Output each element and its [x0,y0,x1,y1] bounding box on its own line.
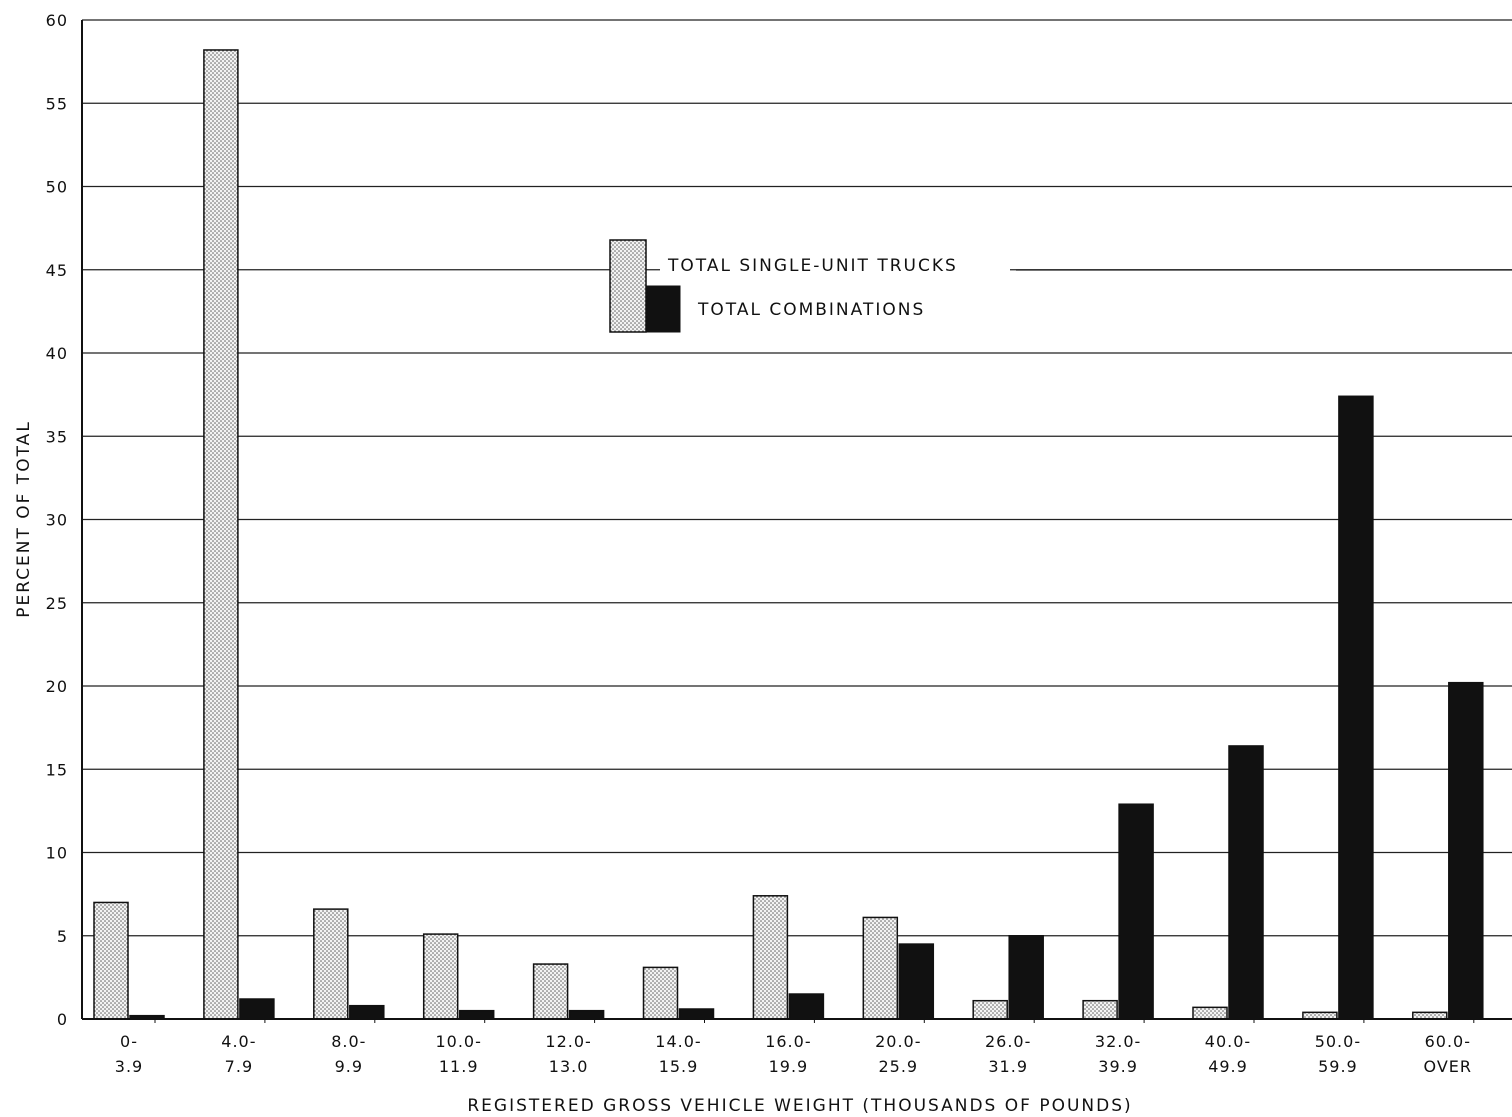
bar-single-unit [972,999,1008,1020]
x-tick-label-line1: 50.0- [1315,1032,1361,1051]
x-tick-label-line2: 19.9 [769,1057,809,1076]
y-tick-label: 0 [57,1010,68,1029]
y-tick-label: 30 [46,511,68,530]
x-tick-label-line1: 60.0- [1425,1032,1471,1051]
x-tick-label-line2: 11.9 [439,1057,479,1076]
axes [81,20,1512,1020]
bar-combinations [1228,745,1264,1020]
x-tick-label-line2: OVER [1424,1057,1472,1076]
bar-combinations [1118,803,1154,1020]
x-tick-label-line1: 4.0- [221,1032,256,1051]
bar-combinations [898,943,935,1020]
x-tick-label-line1: 32.0- [1095,1032,1141,1051]
legend-label-combinations: TOTAL COMBINATIONS [697,300,925,320]
bar-combinations [788,993,825,1020]
y-tick-label: 5 [57,927,68,946]
bar-single-unit [93,901,129,1020]
bar-single-unit [1192,1006,1228,1020]
y-axis-title: PERCENT OF TOTAL [14,420,34,618]
bar-single-unit [532,963,569,1020]
bar-combinations [1338,395,1374,1020]
bar-combinations [568,1009,605,1020]
x-tick-label-line2: 13.0 [549,1057,589,1076]
bar-single-unit [1082,999,1118,1020]
y-tick-label: 10 [46,844,68,863]
bar-combinations [239,998,275,1020]
bar-combinations [1448,681,1484,1020]
bar-single-unit [642,966,679,1020]
x-tick-label-line2: 15.9 [659,1057,699,1076]
y-tick-label: 60 [46,11,68,30]
legend-label-single-unit: TOTAL SINGLE-UNIT TRUCKS [667,256,958,276]
y-tick-label: 50 [46,178,68,197]
x-axis-title: REGISTERED GROSS VEHICLE WEIGHT (THOUSAN… [467,1096,1132,1116]
y-tick-label: 15 [46,760,68,779]
bar-single-unit [862,916,899,1020]
x-tick-label-line1: 0- [120,1032,138,1051]
bar-combinations [458,1009,495,1020]
y-tick-label: 25 [46,594,68,613]
x-tick-label-line2: 39.9 [1098,1057,1138,1076]
x-tick-label-line1: 20.0- [875,1032,921,1051]
legend: TOTAL SINGLE-UNIT TRUCKS TOTAL COMBINATI… [609,239,1512,333]
x-tick-label-line2: 25.9 [878,1057,918,1076]
x-tick-label-line2: 9.9 [335,1057,363,1076]
x-tick-label-line2: 3.9 [115,1057,143,1076]
x-tick-label-line2: 49.9 [1208,1057,1248,1076]
y-tick-label: 20 [46,677,68,696]
y-tick-label: 40 [46,344,68,363]
bars [93,49,1484,1020]
bar-combinations [1008,935,1044,1020]
x-tick-label-line1: 40.0- [1205,1032,1251,1051]
bar-combinations [678,1008,715,1020]
bar-single-unit [422,933,459,1020]
y-tick-label: 55 [46,94,68,113]
x-tick-label-line1: 14.0- [655,1032,701,1051]
x-tick-label-line1: 26.0- [985,1032,1031,1051]
bar-combinations [349,1004,385,1020]
x-tick-label-line1: 16.0- [765,1032,811,1051]
gridlines [82,19,1512,937]
legend-swatch-combinations [645,285,681,333]
legend-background [660,250,1010,326]
bar-single-unit [203,49,239,1020]
y-axis-ticks: 0 5 10 15 20 25 30 35 40 45 50 55 60 [46,11,68,1029]
x-axis-ticks: 0- 3.9 4.0- 7.9 8.0- 9.9 10.0- 11.9 12.0- 13.0 14.… [115,1019,1475,1076]
x-tick-label-line2: 7.9 [225,1057,253,1076]
y-tick-label: 35 [46,427,68,446]
x-tick-label-line1: 8.0- [331,1032,366,1051]
x-tick-label-line1: 10.0- [435,1032,481,1051]
x-tick-label-line2: 31.9 [988,1057,1028,1076]
x-tick-label-line2: 59.9 [1318,1057,1358,1076]
bar-single-unit [752,895,789,1020]
x-tick-label-line1: 12.0- [545,1032,591,1051]
legend-swatch-single-unit [609,239,647,333]
y-tick-label: 45 [46,261,68,280]
bar-single-unit [313,908,349,1020]
